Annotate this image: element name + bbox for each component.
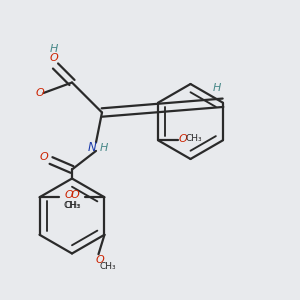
Text: O: O bbox=[64, 190, 73, 200]
Text: CH₃: CH₃ bbox=[63, 201, 80, 210]
Text: O: O bbox=[96, 255, 104, 265]
Text: CH₃: CH₃ bbox=[186, 134, 202, 143]
Text: O: O bbox=[178, 134, 187, 144]
Text: CH₃: CH₃ bbox=[64, 201, 81, 210]
Text: CH₃: CH₃ bbox=[99, 262, 116, 271]
Text: O: O bbox=[71, 190, 80, 200]
Text: H: H bbox=[213, 83, 221, 93]
Text: O: O bbox=[35, 88, 44, 98]
Text: H: H bbox=[50, 44, 58, 54]
Text: O: O bbox=[40, 152, 49, 163]
Text: H: H bbox=[99, 143, 108, 153]
Text: O: O bbox=[50, 52, 58, 63]
Text: N: N bbox=[88, 141, 97, 154]
